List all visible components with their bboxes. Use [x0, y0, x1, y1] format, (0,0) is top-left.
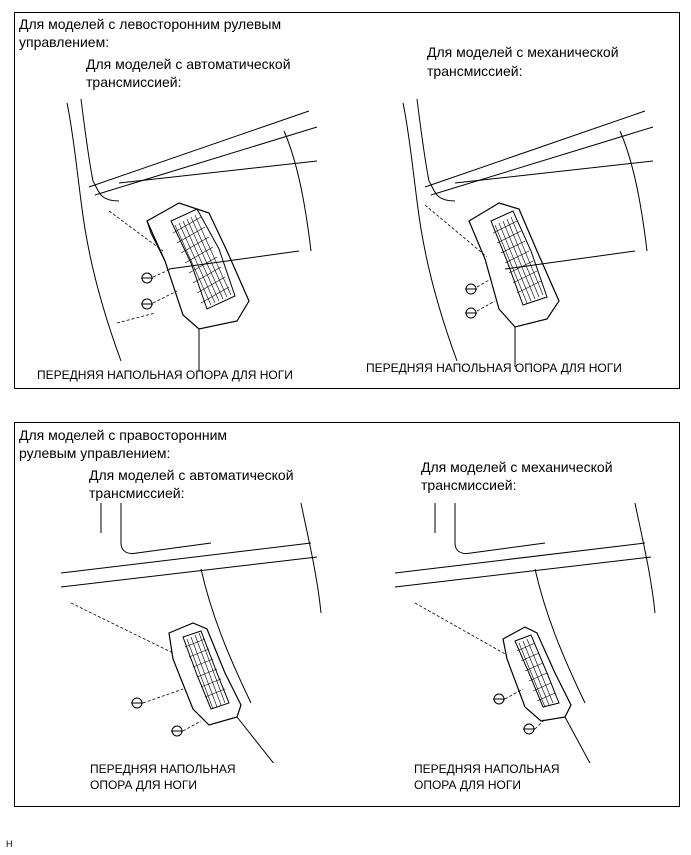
footrest-shape: [146, 202, 250, 330]
top-left-title-line1: Для моделей с автоматической: [86, 56, 291, 72]
footrest-shape: [468, 202, 560, 328]
top-right-illustration: [395, 91, 675, 371]
bottom-panel: Для моделей с правосторонним рулевым упр…: [14, 422, 680, 807]
bottom-heading-line2: рулевым управлением:: [19, 445, 171, 461]
bottom-right-callout-line2: ОПОРА ДЛЯ НОГИ: [414, 778, 521, 792]
top-left-title-line2: трансмиссией:: [86, 74, 182, 90]
top-right-title-line2: трансмиссией:: [427, 63, 523, 79]
bottom-left-callout-line2: ОПОРА ДЛЯ НОГИ: [90, 778, 197, 792]
bottom-left-callout-line1: ПЕРЕДНЯЯ НАПОЛЬНАЯ: [90, 762, 236, 776]
top-right-title-line1: Для моделей с механической: [427, 44, 619, 60]
bottom-right-title-line1: Для моделей с механической: [421, 459, 613, 475]
bottom-left-title-line2: трансмиссией:: [89, 485, 185, 501]
clip-icon: [171, 725, 183, 737]
figure-code: H: [6, 839, 13, 849]
bottom-right-title-line2: трансмиссией:: [421, 477, 517, 493]
footrest-shape: [502, 626, 572, 722]
clip-icon: [465, 283, 477, 295]
clip-icon: [493, 693, 505, 705]
bottom-right-illustration: [395, 503, 675, 763]
bottom-left-illustration: [61, 503, 341, 763]
clip-icon: [523, 723, 535, 735]
bottom-right-callout-line1: ПЕРЕДНЯЯ НАПОЛЬНАЯ: [414, 762, 560, 776]
top-heading-line2: управлением:: [19, 34, 110, 50]
top-right-callout: ПЕРЕДНЯЯ НАПОЛЬНАЯ ОПОРА ДЛЯ НОГИ: [366, 361, 622, 375]
clip-icon: [465, 307, 477, 319]
clip-icon: [141, 272, 153, 284]
footrest-shape: [168, 622, 242, 726]
clip-icon: [141, 298, 153, 310]
top-left-illustration: [59, 91, 339, 371]
bottom-heading-line1: Для моделей с правосторонним: [19, 427, 228, 443]
top-heading-line1: Для моделей с левосторонним рулевым: [19, 16, 282, 32]
bottom-left-title-line1: Для моделей с автоматической: [89, 467, 294, 483]
top-left-callout: ПЕРЕДНЯЯ НАПОЛЬНАЯ ОПОРА ДЛЯ НОГИ: [37, 368, 293, 382]
clip-icon: [131, 697, 143, 709]
top-panel: Для моделей с левосторонним рулевым упра…: [14, 12, 680, 389]
